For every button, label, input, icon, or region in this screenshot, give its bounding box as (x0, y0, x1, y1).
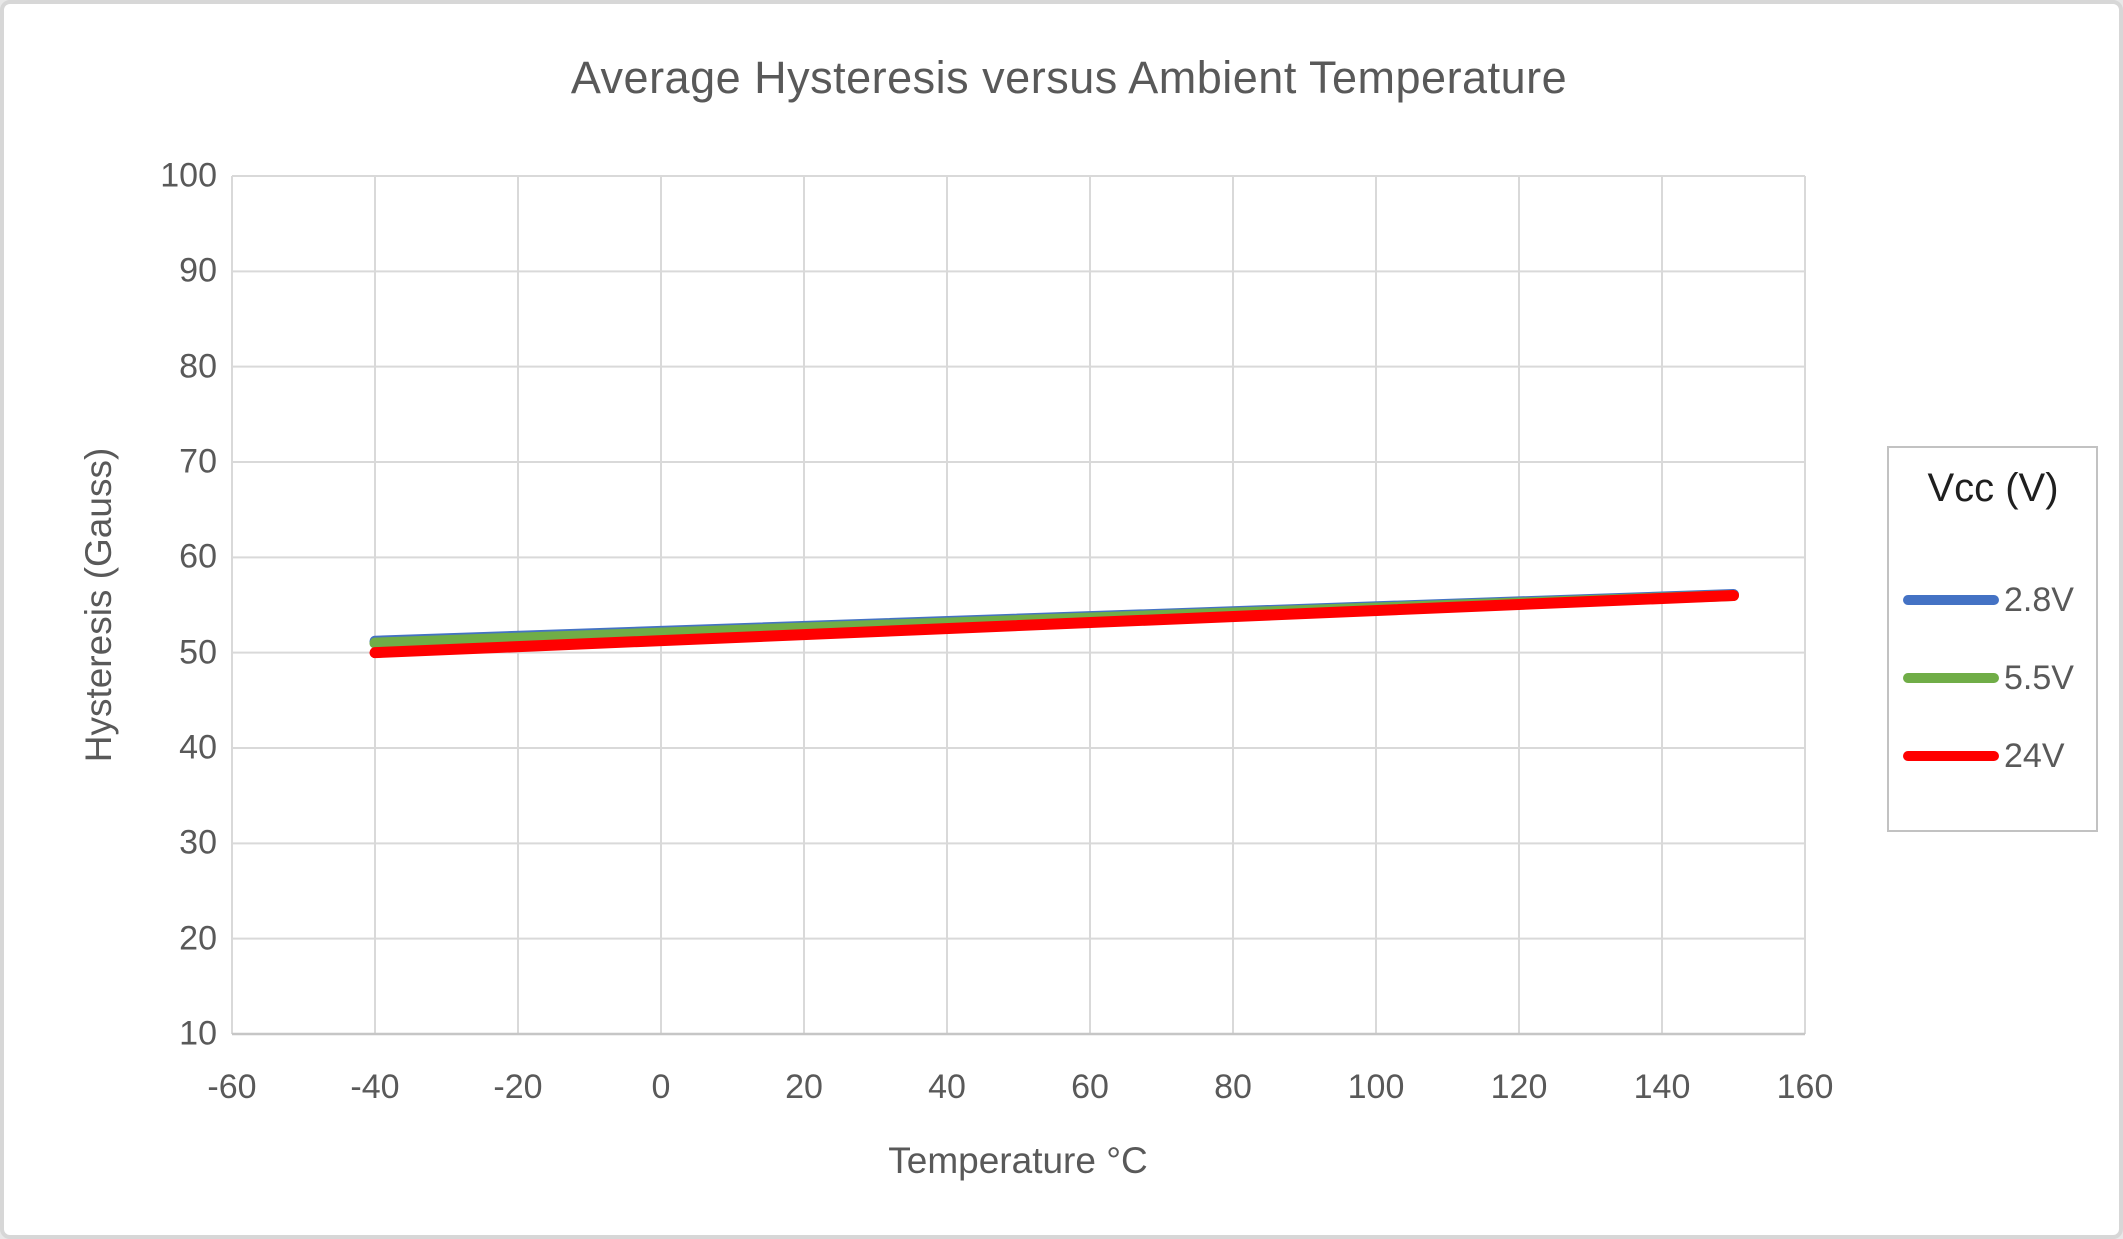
y-tick-label: 30 (179, 823, 217, 862)
legend-item: 24V (1903, 736, 2096, 775)
x-tick-label: -20 (493, 1068, 543, 1106)
series-line-24v (369, 589, 1739, 659)
legend-swatch (1903, 751, 1999, 761)
x-tick-label: 20 (785, 1068, 823, 1106)
x-tick-label: 160 (1776, 1068, 1834, 1106)
y-tick-label: 10 (179, 1014, 217, 1053)
x-axis-title: Temperature °C (888, 1140, 1148, 1181)
x-tick-label: 140 (1633, 1068, 1691, 1106)
x-tick-label: -40 (350, 1068, 400, 1106)
legend-swatch (1903, 595, 1999, 605)
legend-item-label: 2.8V (2004, 580, 2074, 619)
x-tick-label: 40 (928, 1068, 966, 1106)
y-tick-label: 50 (179, 633, 217, 672)
plot-area-svg (231, 175, 1806, 1036)
chart-title: Average Hysteresis versus Ambient Temper… (570, 52, 1568, 103)
x-tick-label: 100 (1347, 1068, 1405, 1106)
legend-items: 2.8V 5.5V 24V (1903, 580, 2096, 775)
x-tick-label: 120 (1490, 1068, 1548, 1106)
x-tick-label: 60 (1071, 1068, 1109, 1106)
legend-title: Vcc (V) (1927, 466, 2059, 510)
y-tick-label: 80 (179, 347, 217, 386)
legend-item-label: 5.5V (2004, 658, 2074, 697)
y-axis-title: Hysteresis (Gauss) (78, 447, 119, 763)
legend: Vcc (V) 2.8V 5.5V 24V (1887, 446, 2098, 832)
legend-swatch (1903, 673, 1999, 683)
legend-item: 5.5V (1903, 658, 2096, 697)
legend-item-label: 24V (2004, 736, 2065, 775)
legend-item: 2.8V (1903, 580, 2096, 619)
y-tick-label: 20 (179, 919, 217, 958)
y-tick-label: 70 (179, 442, 217, 481)
y-tick-label: 90 (179, 251, 217, 290)
x-tick-label: -60 (207, 1068, 257, 1106)
x-tick-label: 80 (1214, 1068, 1252, 1106)
y-tick-label: 60 (179, 537, 217, 576)
x-tick-label: 0 (651, 1068, 671, 1106)
y-tick-label: 100 (160, 156, 217, 195)
series-lines (369, 589, 1739, 659)
y-tick-label: 40 (179, 728, 217, 767)
